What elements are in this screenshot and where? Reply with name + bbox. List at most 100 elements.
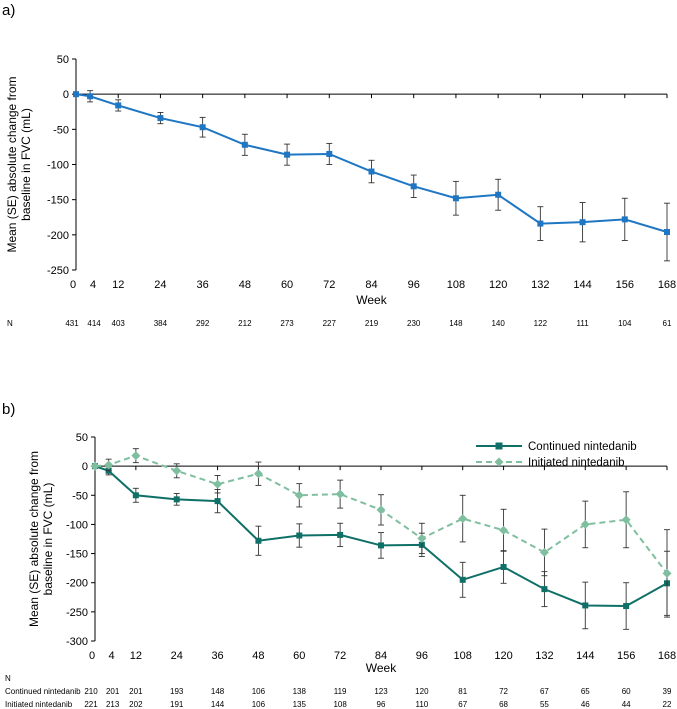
data-point <box>452 195 459 202</box>
data-point <box>582 602 589 609</box>
data-point <box>376 505 386 515</box>
n-table-cell: 96 <box>377 700 386 709</box>
data-point <box>368 168 375 175</box>
n-table-cell: 81 <box>458 687 467 696</box>
n-table-cell: 202 <box>129 700 143 709</box>
n-table-cell: 39 <box>663 687 672 696</box>
x-tick-label: 36 <box>197 279 209 291</box>
x-axis-title: Week <box>366 661 397 675</box>
y-tick-label: 50 <box>76 432 88 444</box>
data-point <box>296 532 303 539</box>
n-table-cell: 384 <box>154 319 168 328</box>
y-tick-label: -200 <box>47 230 69 242</box>
n-table-cell: 111 <box>576 319 589 328</box>
series-line <box>75 93 668 233</box>
x-tick-label: 132 <box>531 279 549 291</box>
series-continued-nintedanib <box>92 463 670 630</box>
legend: Continued nintedanib Initiated nintedanib <box>476 441 637 469</box>
x-tick-label: 12 <box>112 279 124 291</box>
data-point <box>115 102 122 109</box>
data-point <box>621 216 628 223</box>
data-point <box>90 461 100 471</box>
n-table-cell: 22 <box>663 700 672 709</box>
x-tick-label: 60 <box>293 650 305 662</box>
y-tick-label: -50 <box>53 124 69 136</box>
n-table-cell: 46 <box>581 700 590 709</box>
n-table-cell: 67 <box>540 687 549 696</box>
n-table-cell: 108 <box>333 700 347 709</box>
n-table-cell: 148 <box>211 687 225 696</box>
data-point <box>500 563 507 570</box>
x-tick-label: 24 <box>171 650 183 662</box>
y-axis-title-line: Mean (SE) absolute change from <box>27 451 41 627</box>
data-point <box>104 460 114 470</box>
y-axis-title: Mean (SE) absolute change frombaseline i… <box>5 76 33 252</box>
data-point <box>664 229 670 236</box>
data-point <box>541 586 548 593</box>
legend-marker <box>495 442 503 450</box>
x-tick-label: 120 <box>489 279 507 291</box>
x-tick-label: 96 <box>416 650 428 662</box>
series-line <box>94 454 668 574</box>
panel-label: a) <box>2 2 15 19</box>
n-at-risk-table: N 431 414 403 384 292 212 273 227 219 230 148 140 122… <box>7 319 672 328</box>
n-table-cell: 213 <box>106 700 120 709</box>
n-table-cell: 55 <box>540 700 549 709</box>
data-point <box>459 576 466 583</box>
data-point <box>458 514 468 524</box>
data-point <box>326 150 333 157</box>
x-tick-label: 4 <box>90 279 96 291</box>
data-point <box>73 91 79 98</box>
data-point <box>499 525 509 535</box>
data-point <box>199 124 206 131</box>
series-initiated-nintedanib <box>90 448 672 618</box>
n-table-cell: 120 <box>415 687 429 696</box>
x-tick-label: 72 <box>323 279 335 291</box>
n-table-cell: 431 <box>65 319 79 328</box>
data-point <box>132 492 139 499</box>
n-table-cell: 148 <box>449 319 463 328</box>
data-point <box>214 498 221 505</box>
data-point <box>537 220 544 227</box>
data-point <box>87 93 94 100</box>
data-point <box>417 533 427 543</box>
n-table-cell: 230 <box>407 319 421 328</box>
n-table-cell: 122 <box>534 319 548 328</box>
n-table-cell: 104 <box>618 319 632 328</box>
n-table-cell: 201 <box>129 687 143 696</box>
n-table-cell: 119 <box>334 687 347 696</box>
x-tick-label: 12 <box>130 650 142 662</box>
data-point <box>253 469 263 479</box>
x-tick-label: 84 <box>375 650 387 662</box>
n-table-cell: 212 <box>238 319 252 328</box>
data-point <box>579 219 586 226</box>
n-table-cell: 191 <box>170 700 184 709</box>
n-table-cell: 61 <box>663 319 672 328</box>
x-tick-label: 132 <box>535 650 553 662</box>
legend-label: Initiated nintedanib <box>528 457 625 469</box>
data-point <box>284 151 291 158</box>
data-point <box>621 515 631 525</box>
y-tick-label: -250 <box>66 607 88 619</box>
n-table-cell: 123 <box>374 687 388 696</box>
data-point <box>131 451 141 461</box>
legend-marker <box>494 457 504 467</box>
n-table-cell: 414 <box>87 319 101 328</box>
n-table-cell: 201 <box>106 687 120 696</box>
data-point <box>539 547 549 557</box>
panel-label: b) <box>2 401 15 418</box>
y-tick-label: 0 <box>63 89 69 101</box>
n-table-cell: 44 <box>622 700 631 709</box>
n-table-cell: 135 <box>293 700 307 709</box>
x-tick-label: 96 <box>408 279 420 291</box>
n-table-cell: 273 <box>280 319 294 328</box>
series-main <box>73 90 670 262</box>
n-table-cell: 292 <box>196 319 210 328</box>
data-point <box>337 531 344 538</box>
x-tick-label: 156 <box>617 650 635 662</box>
data-point <box>213 479 223 489</box>
x-tick-label: 144 <box>573 279 591 291</box>
x-tick-label: 72 <box>334 650 346 662</box>
